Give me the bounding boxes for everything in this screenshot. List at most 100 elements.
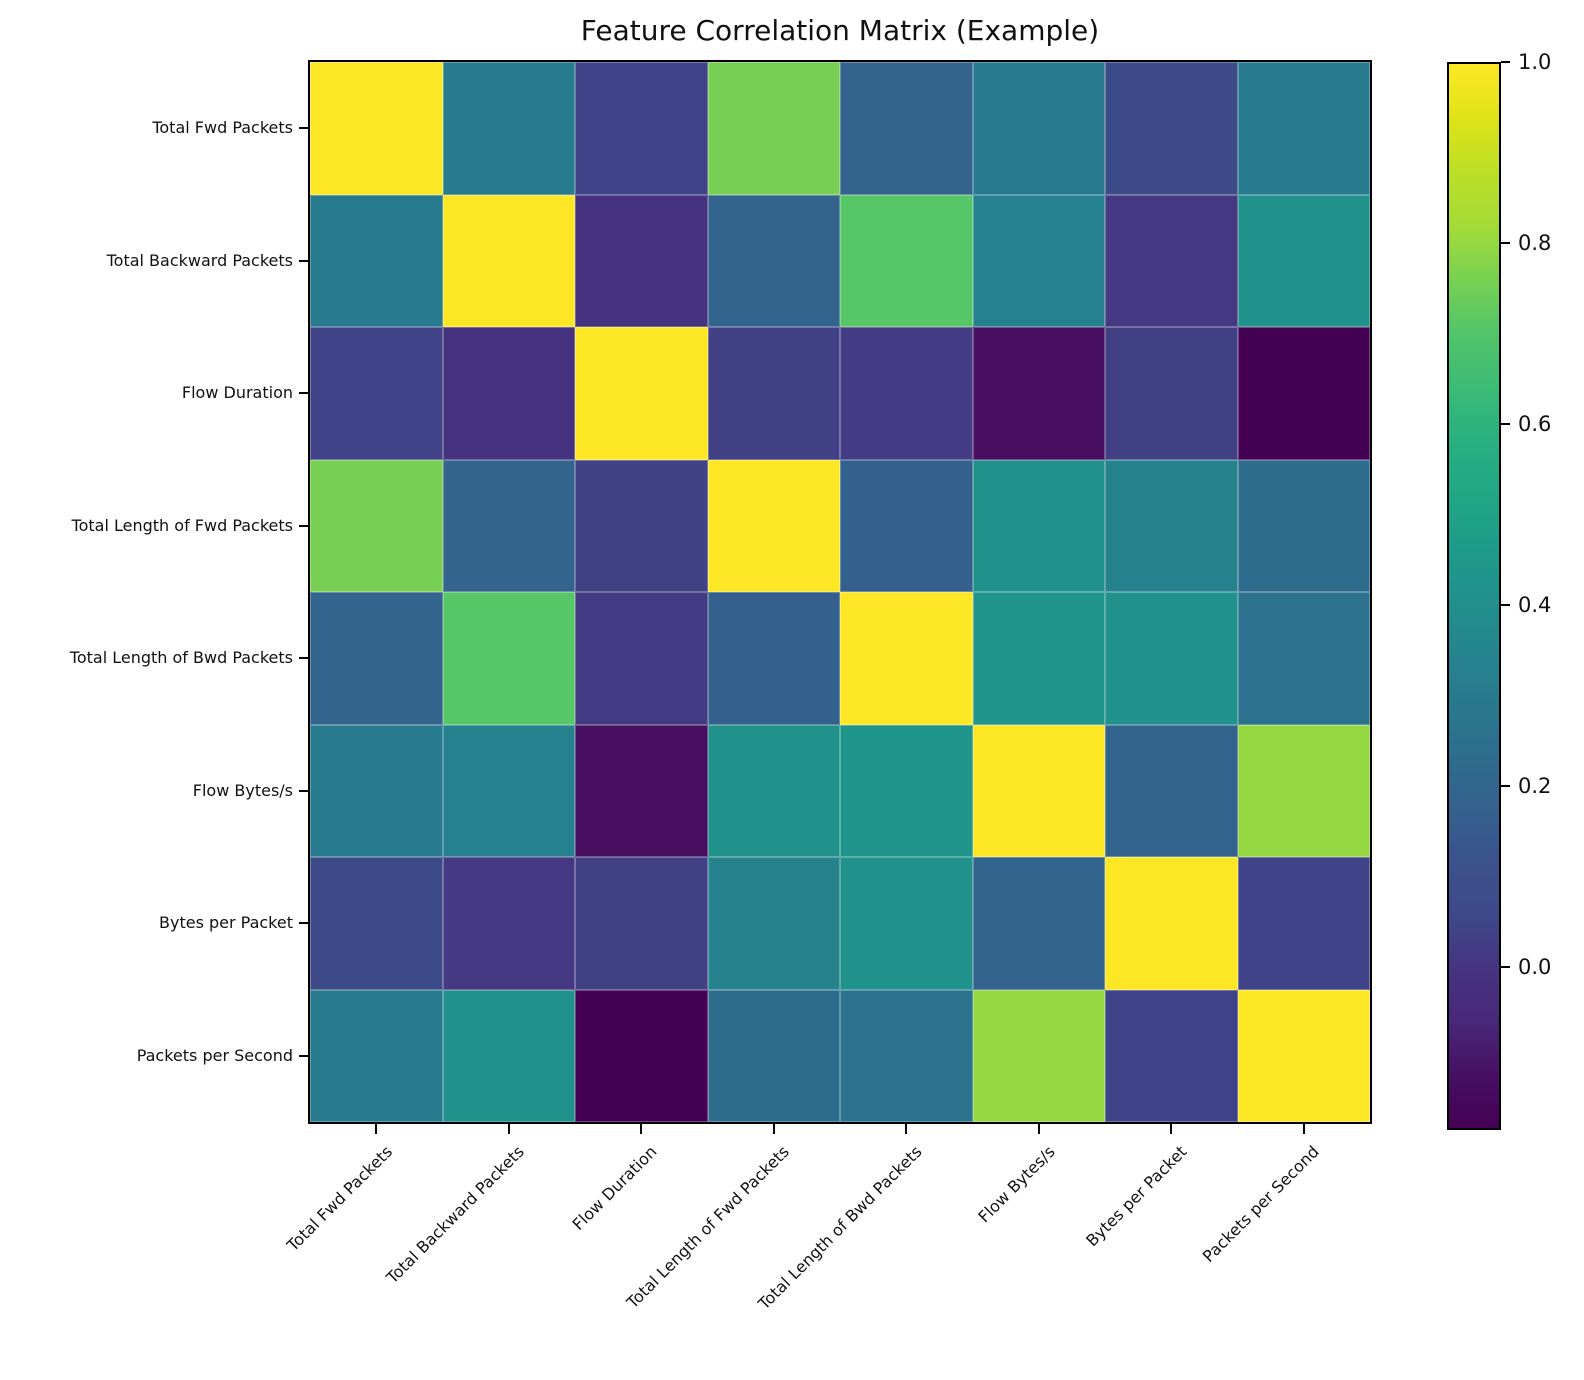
heatmap-cell [442,62,575,195]
heatmap-grid [310,62,1370,1122]
y-axis-tick [299,657,309,660]
heatmap-cell [442,857,575,990]
x-axis-tick [772,1124,775,1134]
heatmap-cell [707,62,840,195]
y-axis-tick [299,259,309,262]
y-axis-tick [299,922,309,925]
heatmap-cell [840,459,973,592]
x-axis-tick [1037,1124,1040,1134]
heatmap-cell [1105,592,1238,725]
x-axis-tick [640,1124,643,1134]
colorbar-tick [1501,785,1510,788]
heatmap-cell [972,459,1105,592]
y-tick-label: Total Length of Bwd Packets [69,648,293,668]
heatmap-cell [1237,62,1370,195]
heatmap-cell [310,327,443,460]
y-tick-label: Total Fwd Packets [152,118,293,138]
heatmap-cell [707,327,840,460]
heatmap-cell [1105,989,1238,1122]
heatmap-cell [840,194,973,327]
heatmap-cell [575,327,708,460]
x-tick-label: Bytes per Packet [1082,1142,1191,1251]
heatmap-cell [1237,327,1370,460]
heatmap-cell [310,62,443,195]
heatmap-cell [442,592,575,725]
heatmap-cell [575,989,708,1122]
colorbar-tick-label: 0.4 [1518,593,1552,618]
heatmap-cell [972,62,1105,195]
heatmap-cell [1105,194,1238,327]
heatmap-cell [972,194,1105,327]
heatmap-cell [840,327,973,460]
y-axis-tick [299,524,309,527]
y-axis-tick [299,392,309,395]
colorbar-tick [1501,61,1510,63]
heatmap-cell [310,194,443,327]
colorbar-tick-label: 1.0 [1518,50,1552,74]
heatmap-cell [1105,62,1238,195]
y-tick-label: Bytes per Packet [159,913,293,933]
heatmap-cell [972,724,1105,857]
colorbar-tick [1501,604,1510,607]
heatmap-cell [310,724,443,857]
heatmap-cell [575,194,708,327]
y-tick-label: Flow Bytes/s [192,780,293,800]
heatmap-cell [972,592,1105,725]
heatmap-cell [442,989,575,1122]
colorbar-tick [1501,423,1510,426]
heatmap-cell [972,327,1105,460]
heatmap-cell [840,857,973,990]
heatmap-cell [442,327,575,460]
heatmap-cell [840,989,973,1122]
heatmap-cell [707,592,840,725]
heatmap-cell [575,857,708,990]
heatmap-cell [1237,724,1370,857]
x-axis-tick [375,1124,378,1134]
x-tick-label: Flow Bytes/s [973,1142,1059,1227]
x-axis-tick [1302,1124,1305,1134]
x-axis-tick [1170,1124,1173,1134]
colorbar-tick-label: 0.6 [1518,412,1552,437]
heatmap-cell [310,592,443,725]
heatmap-cell [310,857,443,990]
heatmap-cell [840,62,973,195]
y-axis-tick [299,789,309,792]
heatmap-cell [1105,327,1238,460]
heatmap-cell [972,989,1105,1122]
x-tick-label: Total Fwd Packets [282,1142,396,1255]
heatmap-cell [1105,857,1238,990]
colorbar-tick-label: 0.0 [1518,955,1552,980]
heatmap-cell [1237,989,1370,1122]
y-tick-label: Total Backward Packets [106,250,293,270]
chart-title: Feature Correlation Matrix (Example) [580,14,1100,47]
heatmap-cell [840,592,973,725]
heatmap-cell [310,459,443,592]
heatmap-cell [442,724,575,857]
y-tick-label: Flow Duration [181,383,293,403]
y-axis-tick [299,1054,309,1057]
heatmap-cell [1237,194,1370,327]
heatmap-cell [707,194,840,327]
heatmap-cell [707,989,840,1122]
heatmap-cell [1237,857,1370,990]
colorbar-tick-label: 0.8 [1518,231,1552,256]
y-tick-label: Total Length of Fwd Packets [71,515,293,535]
heatmap-cell [707,724,840,857]
heatmap-cell [972,857,1105,990]
heatmap-cell [1237,459,1370,592]
colorbar-gradient [1449,64,1499,1128]
heatmap-cell [575,724,708,857]
heatmap-cell [840,724,973,857]
y-tick-label: Packets per Second [136,1045,293,1065]
heatmap-cell [575,62,708,195]
heatmap-cell [442,194,575,327]
heatmap-plot-area [308,60,1372,1124]
colorbar [1447,62,1501,1130]
y-axis-tick [299,127,309,130]
x-tick-label: Packets per Second [1199,1142,1324,1266]
heatmap-cell [575,459,708,592]
x-tick-label: Flow Duration [568,1142,661,1235]
heatmap-cell [1237,592,1370,725]
x-axis-tick [507,1124,510,1134]
heatmap-cell [575,592,708,725]
